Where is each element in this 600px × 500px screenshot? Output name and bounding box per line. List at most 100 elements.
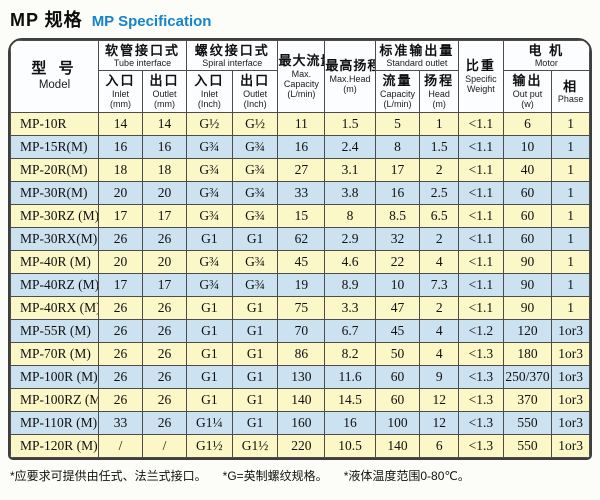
value-cell: G½ (231, 112, 279, 136)
value-cell: 16 (98, 135, 143, 159)
value-cell: 17 (98, 273, 143, 297)
header-motor-zh: 电 机 (528, 42, 565, 58)
header-tube-interface: 软管接口式 Tube interface (98, 40, 187, 71)
value-cell: <1.1 (458, 158, 504, 182)
value-cell: <1.3 (458, 434, 504, 458)
value-cell: G1 (231, 227, 279, 251)
table-row: MP-40RZ (M) 17 17 G¾ G¾ 19 8.9 10 7.3 <1.1 90 1 (10, 273, 590, 297)
table-body: MP-10R 14 14 G½ G½ 11 1.5 5 1 <1.1 6 1 MP-15R(M) 16 16… (10, 112, 590, 458)
header-standard-outlet: 标准输出量 Standard outlet (374, 40, 460, 71)
value-cell: <1.3 (458, 342, 504, 366)
footnote-thread-standard: *G=英制螺纹规格。 (222, 469, 328, 483)
value-cell: 140 (277, 388, 326, 412)
value-cell: G1 (231, 365, 279, 389)
value-cell: <1.1 (458, 181, 504, 205)
value-cell: G1½ (186, 434, 233, 458)
model-cell: MP-55R (M) (10, 319, 99, 343)
value-cell: <1.3 (458, 411, 504, 435)
value-cell: <1.3 (458, 388, 504, 412)
value-cell: 60 (374, 388, 421, 412)
spec-table: 型 号 Model 软管接口式 Tube interface 螺纹接口式 Spi… (10, 40, 590, 458)
value-cell: 26 (98, 319, 143, 343)
value-cell: 26 (142, 296, 187, 320)
value-cell: 12 (419, 388, 460, 412)
value-cell: 4.6 (324, 250, 376, 274)
value-cell: 10 (374, 273, 421, 297)
value-cell: 1 (551, 181, 590, 205)
spec-table-frame: 型 号 Model 软管接口式 Tube interface 螺纹接口式 Spi… (8, 38, 592, 460)
value-cell: 60 (502, 181, 553, 205)
value-cell: 26 (142, 365, 187, 389)
value-cell: G¾ (231, 135, 279, 159)
model-cell: MP-100RZ (M) (10, 388, 99, 412)
value-cell: 32 (374, 227, 421, 251)
value-cell: 18 (142, 158, 187, 182)
table-row: MP-10R 14 14 G½ G½ 11 1.5 5 1 <1.1 6 1 (10, 112, 590, 136)
value-cell: 17 (142, 273, 187, 297)
model-cell: MP-70R (M) (10, 342, 99, 366)
footnotes: *应要求可提供由任式、法兰式接口。 *G=英制螺纹规格。 *液体温度范围0-80… (10, 467, 600, 484)
header-weight-zh: 比重 (465, 58, 496, 74)
model-cell: MP-10R (10, 112, 99, 136)
table-row: MP-15R(M) 16 16 G¾ G¾ 16 2.4 8 1.5 <1.1 10 1 (10, 135, 590, 159)
value-cell: 45 (374, 319, 421, 343)
value-cell: 6.7 (324, 319, 376, 343)
value-cell: 2.5 (419, 181, 460, 205)
header-model-en: Model (38, 78, 71, 91)
header-model-zh: 型 号 (31, 60, 78, 78)
value-cell: 90 (502, 273, 553, 297)
value-cell: 2.9 (324, 227, 376, 251)
header-spiral-en: Spiral interface (202, 58, 263, 69)
value-cell: G¾ (186, 250, 233, 274)
value-cell: G¾ (186, 181, 233, 205)
value-cell: 1 (551, 250, 590, 274)
header-model: 型 号 Model (10, 40, 99, 113)
value-cell: 18 (98, 158, 143, 182)
value-cell: 26 (98, 296, 143, 320)
table-row: MP-20R(M) 18 18 G¾ G¾ 27 3.1 17 2 <1.1 40 1 (10, 158, 590, 182)
value-cell: 20 (142, 250, 187, 274)
table-row: MP-120R (M) / / G1½ G1½ 220 10.5 140 6 <1.3 550 1or… (10, 434, 590, 458)
header-inlet-inch: 入口 Inlet (Inch) (186, 70, 233, 113)
value-cell: G¾ (231, 273, 279, 297)
value-cell: 20 (142, 181, 187, 205)
header-spiral-zh: 螺纹接口式 (194, 42, 270, 58)
table-row: MP-100R (M) 26 26 G1 G1 130 11.6 60 9 <1.3 250/370… (10, 365, 590, 389)
table-row: MP-30R(M) 20 20 G¾ G¾ 33 3.8 16 2.5 <1.1 60 1 (10, 181, 590, 205)
value-cell: 3.3 (324, 296, 376, 320)
value-cell: 75 (277, 296, 326, 320)
table-row: MP-70R (M) 26 26 G1 G1 86 8.2 50 4 <1.3 180 1or3 (10, 342, 590, 366)
value-cell: 26 (98, 227, 143, 251)
value-cell: 8.5 (374, 204, 421, 228)
value-cell: 9 (419, 365, 460, 389)
header-standard-outlet-en: Standard outlet (386, 58, 448, 69)
value-cell: 27 (277, 158, 326, 182)
value-cell: 33 (277, 181, 326, 205)
value-cell: 20 (98, 181, 143, 205)
value-cell: 220 (277, 434, 326, 458)
value-cell: G1 (231, 411, 279, 435)
value-cell: G¾ (186, 135, 233, 159)
header-motor-phase: 相 Phase (551, 70, 590, 113)
value-cell: G1 (186, 342, 233, 366)
value-cell: 60 (502, 227, 553, 251)
header-max-capacity-en1: Max. (291, 68, 312, 79)
value-cell: 370 (502, 388, 553, 412)
header-tube-zh: 软管接口式 (104, 42, 180, 58)
table-header: 型 号 Model 软管接口式 Tube interface 螺纹接口式 Spi… (10, 40, 590, 113)
header-weight-en2: Weight (466, 84, 495, 95)
value-cell: <1.1 (458, 204, 504, 228)
header-spiral-interface: 螺纹接口式 Spiral interface (185, 40, 279, 71)
value-cell: <1.1 (458, 250, 504, 274)
value-cell: 6 (419, 434, 460, 458)
value-cell: 1 (551, 158, 590, 182)
value-cell: 180 (502, 342, 553, 366)
table-row: MP-30RX(M) 26 26 G1 G1 62 2.9 32 2 <1.1 60 1 (10, 227, 590, 251)
value-cell: 1or3 (551, 365, 590, 389)
value-cell: 26 (142, 227, 187, 251)
value-cell: G1 (231, 319, 279, 343)
value-cell: G¾ (186, 273, 233, 297)
page-title: MP 规格 MP Specification (0, 0, 600, 32)
value-cell: 2 (419, 296, 460, 320)
